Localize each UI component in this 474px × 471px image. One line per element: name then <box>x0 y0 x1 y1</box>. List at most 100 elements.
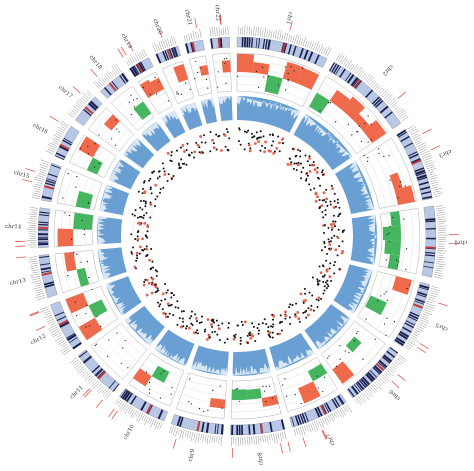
variant-dot <box>325 188 328 191</box>
variant-dot <box>279 314 282 317</box>
gene-tick-mark <box>436 261 445 263</box>
variant-dot <box>176 323 179 326</box>
cnv-point <box>203 410 205 413</box>
cnv-point <box>219 385 221 387</box>
variant-dot <box>198 151 201 154</box>
variant-dot <box>239 336 242 339</box>
variant-dot <box>181 317 184 320</box>
gene-tick-mark <box>127 407 132 414</box>
gene-tick-mark <box>437 221 447 223</box>
gene-tick-mark <box>303 425 307 432</box>
gene-tick-mark <box>268 434 271 441</box>
gene-tick-mark <box>395 359 402 365</box>
gene-tick-mark <box>389 99 397 106</box>
gene-tick-mark <box>417 323 427 328</box>
ideogram-band <box>314 54 320 65</box>
gene-tick-mark <box>327 415 331 421</box>
ideogram-band <box>248 424 251 435</box>
ideogram-band <box>131 66 139 76</box>
gene-tick-mark <box>297 427 301 435</box>
chromosome-label-chr4: chr4 <box>454 239 467 245</box>
fusion-mark <box>397 374 406 382</box>
ideogram-band <box>83 108 92 117</box>
gene-tick-mark <box>80 97 87 103</box>
dot-gridline <box>170 157 183 167</box>
ideogram-band <box>173 46 179 57</box>
variant-dot <box>178 163 181 166</box>
variant-dot <box>259 130 262 133</box>
gene-tick-mark <box>343 58 348 66</box>
fusion-mark <box>287 441 291 452</box>
gene-tick-mark <box>45 312 52 316</box>
variant-dot <box>161 162 164 165</box>
variant-dot <box>139 206 142 209</box>
gene-tick-mark <box>35 294 45 299</box>
ideogram-band <box>162 51 168 61</box>
gene-tick-mark <box>32 286 43 290</box>
ideogram-chr9 <box>170 414 224 435</box>
cnv-point <box>386 317 388 319</box>
variant-dot <box>174 306 177 309</box>
gene-tick-mark <box>416 141 422 145</box>
gene-tick-mark <box>421 315 428 319</box>
ideogram-band <box>38 229 49 231</box>
gene-tick-mark <box>432 188 442 191</box>
cnv-point <box>136 98 138 100</box>
gene-tick-mark <box>143 415 147 422</box>
gene-tick-mark <box>359 71 365 77</box>
variant-dot <box>179 146 182 149</box>
chromosome-label-chr3: chr3 <box>438 148 453 158</box>
variant-dot-highlight <box>196 143 200 147</box>
variant-dot <box>213 330 216 333</box>
variant-dot <box>337 228 340 231</box>
variant-dot <box>257 323 260 326</box>
cnv-point <box>74 301 76 303</box>
variant-dot <box>312 309 315 312</box>
variant-dot <box>280 321 283 324</box>
gene-tick-mark <box>171 426 174 434</box>
ideogram-band <box>179 416 184 427</box>
gene-tick-mark <box>429 292 439 296</box>
gene-tick-mark <box>48 144 57 149</box>
gene-tick-mark <box>190 32 193 41</box>
dot-gridline <box>141 245 146 266</box>
gene-tick-mark <box>86 90 93 97</box>
gene-tick-mark <box>253 26 255 36</box>
gene-tick-mark <box>84 372 91 379</box>
variant-dot <box>190 310 193 313</box>
chromosome-label-chr16: chr16 <box>32 123 50 136</box>
fusion-mark <box>172 438 177 449</box>
ideogram-band <box>267 39 271 50</box>
cnv-point <box>388 155 390 157</box>
cnv-gain-segment <box>298 381 321 404</box>
variant-dot <box>322 281 325 284</box>
gene-tick-mark <box>431 184 439 187</box>
gene-tick-mark <box>314 421 318 430</box>
cnv-point <box>158 81 160 83</box>
gene-tick-mark <box>48 320 55 325</box>
cnv-gain-segment <box>362 120 387 143</box>
variant-dot <box>327 238 330 241</box>
variant-dot <box>131 213 134 216</box>
variant-dot <box>336 254 339 257</box>
gene-tick-mark <box>101 388 107 394</box>
cnv-loss-segment <box>307 363 328 382</box>
ideogram-band <box>121 390 130 400</box>
fusion-mark <box>438 302 448 307</box>
fusion-mark <box>280 443 283 454</box>
cnv-gridline <box>369 275 393 325</box>
gene-tick-mark <box>141 414 145 421</box>
gene-tick-mark <box>320 47 325 54</box>
gene-tick-mark <box>75 104 82 110</box>
gene-tick-mark <box>32 194 40 197</box>
cnv-point <box>258 86 260 88</box>
gene-tick-mark <box>40 308 50 313</box>
variant-dot <box>144 202 147 205</box>
gene-tick-mark <box>248 26 250 36</box>
ideogram-band <box>123 391 131 401</box>
ideogram-band <box>72 342 82 350</box>
ideogram-band <box>137 62 145 73</box>
variant-dot <box>175 149 178 152</box>
cnv-gain-segment <box>352 113 370 132</box>
chromosome-label-chr11: chr11 <box>69 385 85 401</box>
